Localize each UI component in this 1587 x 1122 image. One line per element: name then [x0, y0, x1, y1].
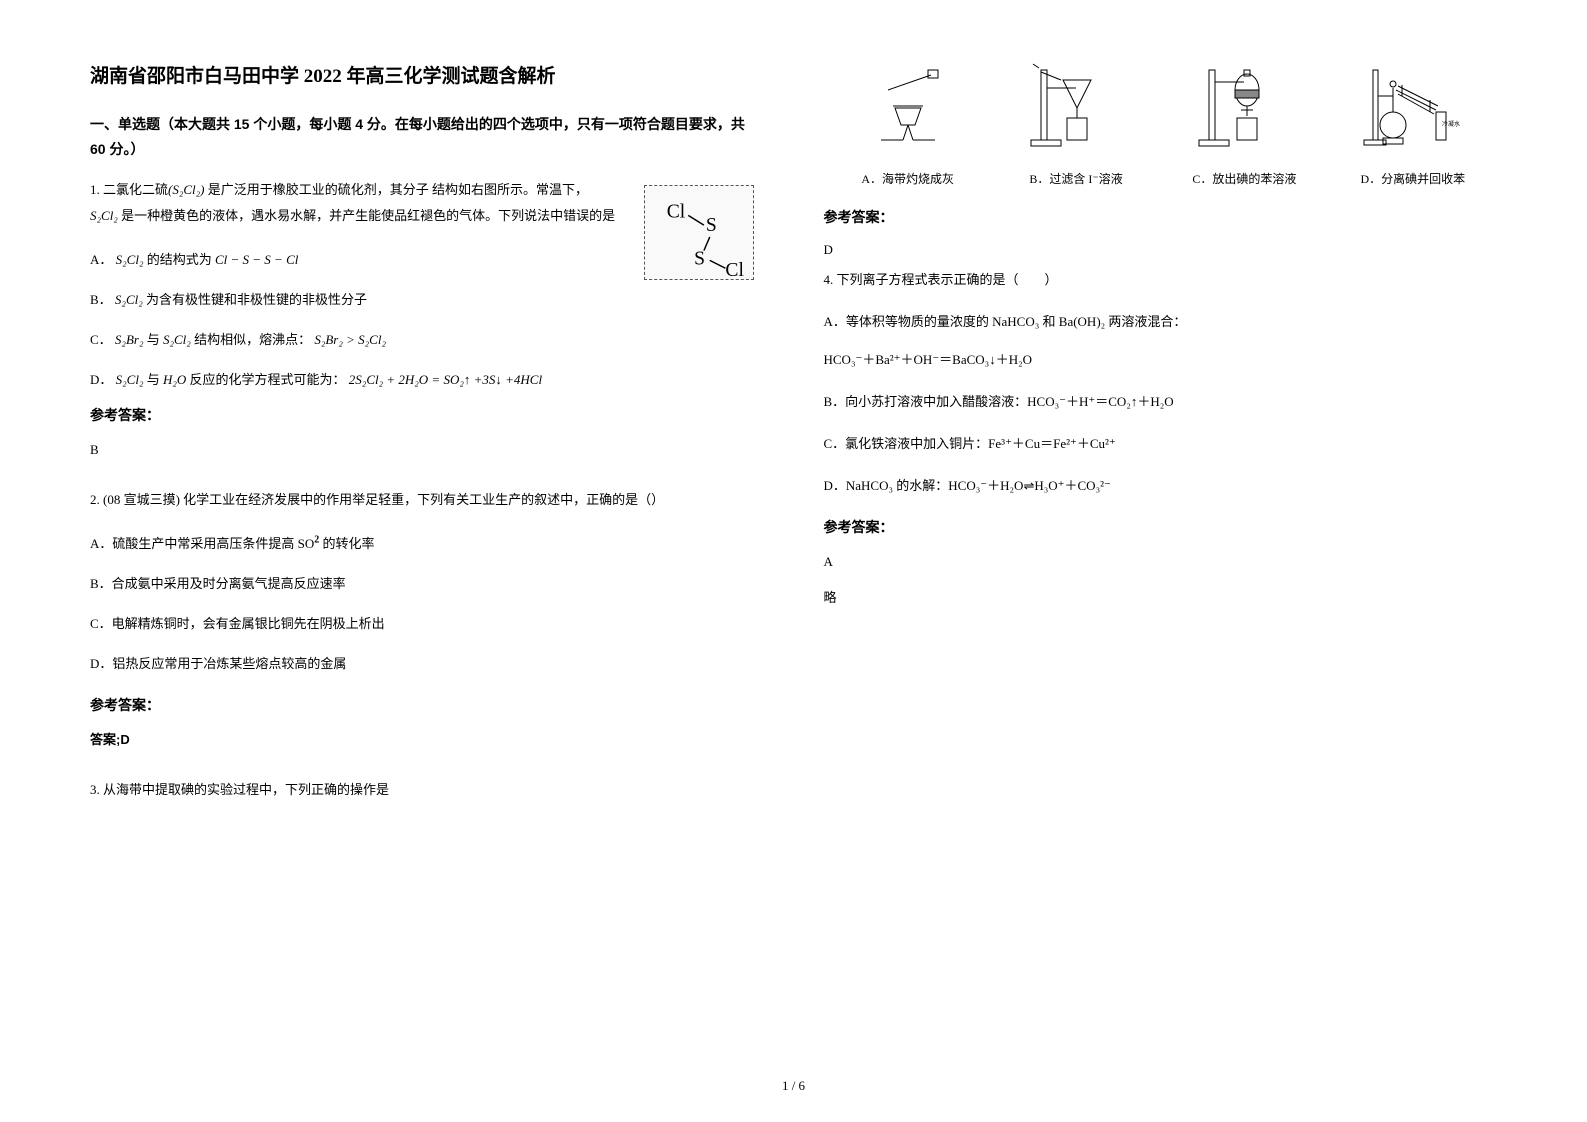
document-title: 湖南省邵阳市白马田中学 2022 年高三化学测试题含解析 — [90, 60, 764, 94]
q1-optA-struct: Cl − S − S − Cl — [215, 252, 298, 267]
q1-optC-f1: S₂Br₂ — [115, 332, 144, 347]
q4-option-c: C．氯化铁溶液中加入铜片：Fe³⁺＋Cu＝Fe²⁺＋Cu²⁺ — [824, 431, 1498, 457]
q1-optC-mid1: 与 — [147, 332, 163, 347]
q4-option-a-eq: HCO₃⁻＋Ba²⁺＋OH⁻＝BaCO₃↓＋H₂O — [824, 347, 1498, 373]
q1-optD-mid2: 反应的化学方程式可能为： — [190, 372, 346, 387]
q4-answer-label: 参考答案： — [824, 513, 1498, 541]
q1-optD-f1: S₂Cl₂ — [116, 372, 144, 387]
q1-optA-mid: 的结构式为 — [147, 252, 212, 267]
apparatus-a — [824, 60, 992, 159]
q1-optB-text: 为含有极性键和非极性键的非极性分子 — [146, 292, 367, 307]
q4-optD-post: H₃O⁺＋CO₃²⁻ — [1034, 478, 1111, 493]
q1-formula-s2cl2-paren: (S₂Cl₂) — [168, 182, 204, 197]
q4-stem: 4. 下列离子方程式表示正确的是（ ） — [824, 267, 1498, 293]
q4-optD-pre: D．NaHCO₃ 的水解：HCO₃⁻＋H₂O — [824, 478, 1024, 493]
section-1-header: 一、单选题（本大题共 15 个小题，每小题 4 分。在每小题给出的四个选项中，只… — [90, 112, 764, 162]
q1-optD-eq: 2S₂Cl₂ + 2H₂O = SO₂↑ +3S↓ +4HCl — [349, 372, 542, 387]
q1-option-c: C． S₂Br₂ 与 S₂Cl₂ 结构相似，熔沸点： S₂Br₂ > S₂Cl₂ — [90, 327, 764, 353]
q1-optB-formula: S₂Cl₂ — [115, 292, 143, 307]
q2-answer-label: 参考答案： — [90, 691, 764, 719]
q1-formula-s2cl2: S₂Cl₂ — [90, 208, 118, 223]
q1-optC-mid2: 结构相似，熔沸点： — [194, 332, 311, 347]
q1-answer-label: 参考答案： — [90, 401, 764, 429]
q1-answer: B — [90, 437, 764, 463]
q2-so2-sup: 2 — [314, 535, 319, 546]
q1-optC-ineq: S₂Br₂ > S₂Cl₂ — [314, 332, 386, 347]
q2-option-d: D．铝热反应常用于冶炼某些熔点较高的金属 — [90, 651, 764, 677]
svg-text:冷凝水: 冷凝水 — [1442, 120, 1460, 128]
q1-optD-mid1: 与 — [147, 372, 163, 387]
question-4: 4. 下列离子方程式表示正确的是（ ） A．等体积等物质的量浓度的 NaHCO₃… — [824, 267, 1498, 621]
q2-option-a: A．硫酸生产中常采用高压条件提高 SO2 的转化率 — [90, 531, 764, 557]
q1-optB-pre: B． — [90, 292, 112, 307]
apparatus-b-label: B．过滤含 I⁻溶液 — [992, 169, 1160, 191]
q2-option-c: C．电解精炼铜时，会有金属银比铜先在阴极上析出 — [90, 611, 764, 637]
q1-optC-f2: S₂Cl₂ — [163, 332, 191, 347]
q1-stem-mid2: 是一种橙黄色的液体，遇水易水解，并产生能使品红褪色的气体。下列说法中错误的是 — [118, 208, 615, 223]
apparatus-c-label: C．放出碘的苯溶液 — [1160, 169, 1328, 191]
q4-option-a-text: A．等体积等物质的量浓度的 NaHCO₃ 和 Ba(OH)₂ 两溶液混合： — [824, 309, 1498, 335]
equilibrium-arrow-icon: ⇌ — [1023, 478, 1034, 493]
q2-stem: 2. (08 宣城三摸) 化学工业在经济发展中的作用举足轻重，下列有关工业生产的… — [90, 487, 764, 513]
q4-answer: A — [824, 549, 1498, 575]
right-column: 冷凝水 A．海带灼烧成灰 B．过滤含 I⁻溶液 C．放出碘的苯溶液 D．分离碘并… — [824, 60, 1498, 1092]
question-1: 1. 二氯化二硫(S₂Cl₂) 是广泛用于橡胶工业的硫化剂，其分子 结构如右图所… — [90, 177, 764, 473]
svg-text:Cl: Cl — [666, 201, 685, 222]
apparatus-d-label: D．分离碘并回收苯 — [1329, 169, 1497, 191]
q4-option-b: B．向小苏打溶液中加入醋酸溶液：HCO₃⁻＋H⁺＝CO₂↑＋H₂O — [824, 389, 1498, 415]
molecule-svg: Cl S S Cl — [645, 186, 753, 279]
q1-stem-pre: 1. 二氯化二硫 — [90, 182, 168, 197]
q3-labels-row: A．海带灼烧成灰 B．过滤含 I⁻溶液 C．放出碘的苯溶液 D．分离碘并回收苯 — [824, 165, 1498, 191]
q3-answer: D — [824, 238, 1498, 261]
q1-optC-pre: C． — [90, 332, 112, 347]
distillation-icon: 冷凝水 — [1358, 60, 1468, 150]
q1-option-d: D． S₂Cl₂ 与 H₂O 反应的化学方程式可能为： 2S₂Cl₂ + 2H₂… — [90, 367, 764, 393]
apparatus-d: 冷凝水 — [1329, 60, 1497, 159]
q3-apparatus-row: 冷凝水 — [824, 60, 1498, 159]
q2-option-b: B．合成氨中采用及时分离氨气提高反应速率 — [90, 571, 764, 597]
separating-funnel-icon — [1189, 60, 1299, 150]
left-column: 湖南省邵阳市白马田中学 2022 年高三化学测试题含解析 一、单选题（本大题共 … — [90, 60, 764, 1092]
apparatus-b — [992, 60, 1160, 159]
apparatus-c — [1160, 60, 1328, 159]
crucible-icon — [853, 60, 963, 150]
q2-optA-text: A．硫酸生产中常采用高压条件提高 SO2 的转化率 — [90, 536, 375, 551]
q3-answer-label: 参考答案： — [824, 205, 1498, 230]
question-1-body: 1. 二氯化二硫(S₂Cl₂) 是广泛用于橡胶工业的硫化剂，其分子 结构如右图所… — [90, 177, 764, 229]
q4-option-d: D．NaHCO₃ 的水解：HCO₃⁻＋H₂O⇌H₃O⁺＋CO₃²⁻ — [824, 473, 1498, 499]
q1-optA-pre: A． — [90, 252, 112, 267]
page-number: 1 / 6 — [782, 1074, 805, 1097]
q1-optD-f2: H₂O — [163, 372, 186, 387]
q1-option-b: B． S₂Cl₂ 为含有极性键和非极性键的非极性分子 — [90, 287, 764, 313]
q4-note: 略 — [824, 585, 1498, 611]
svg-text:S: S — [694, 248, 705, 269]
svg-text:Cl: Cl — [725, 260, 744, 279]
q1-optA-formula: S₂Cl₂ — [116, 252, 144, 267]
apparatus-a-label: A．海带灼烧成灰 — [824, 169, 992, 191]
q3-stem: 3. 从海带中提取碘的实验过程中，下列正确的操作是 — [90, 777, 764, 803]
filter-icon — [1021, 60, 1131, 150]
q1-stem-mid: 是广泛用于橡胶工业的硫化剂，其分子 结构如右图所示。常温下， — [205, 182, 589, 197]
q2-answer: 答案;D — [90, 727, 764, 753]
q1-molecule-diagram: Cl S S Cl — [644, 185, 754, 280]
q1-optD-pre: D． — [90, 372, 112, 387]
question-2: 2. (08 宣城三摸) 化学工业在经济发展中的作用举足轻重，下列有关工业生产的… — [90, 487, 764, 763]
question-3-stem: 3. 从海带中提取碘的实验过程中，下列正确的操作是 — [90, 777, 764, 803]
svg-text:S: S — [705, 215, 716, 236]
